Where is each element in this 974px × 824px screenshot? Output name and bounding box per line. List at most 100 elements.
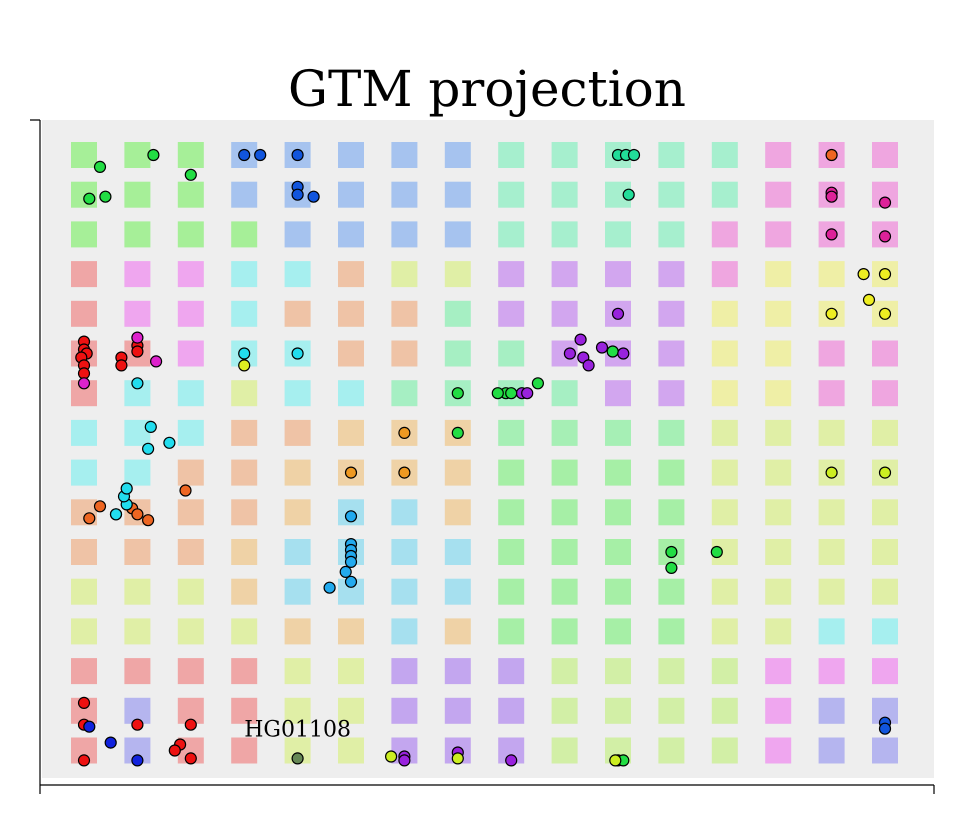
data-point: [339, 565, 352, 579]
grid-cell: [284, 658, 311, 685]
data-point: [163, 436, 176, 449]
grid-cell: [444, 300, 471, 327]
grid-cell: [498, 300, 525, 327]
grid-cell: [711, 340, 738, 367]
grid-cell: [391, 658, 418, 685]
data-point: [878, 230, 892, 243]
grid-cell: [872, 737, 898, 764]
grid-cell: [338, 221, 364, 248]
grid-cell: [765, 380, 792, 407]
grid-cell: [711, 658, 738, 685]
grid-cell: [71, 300, 97, 327]
data-point: [878, 722, 892, 735]
grid-cell: [231, 658, 258, 685]
grid-cell: [444, 221, 471, 248]
data-point: [93, 160, 107, 173]
grid-cell: [338, 142, 364, 168]
grid-cell: [231, 459, 258, 486]
data-point: [131, 508, 144, 521]
grid-cell: [177, 380, 204, 407]
grid-cell: [658, 737, 685, 764]
grid-cell: [124, 539, 151, 565]
grid-cell: [872, 499, 898, 526]
grid-cell: [711, 459, 738, 486]
grid-cell: [71, 142, 97, 168]
data-point: [144, 420, 157, 433]
grid-cell: [284, 499, 311, 526]
grid-cell: [231, 221, 258, 248]
grid-cell: [872, 539, 898, 565]
data-point: [142, 514, 155, 527]
grid-cell: [658, 419, 685, 446]
data-point: [168, 744, 181, 757]
data-point: [254, 148, 267, 162]
grid-cell: [605, 539, 631, 565]
data-point: [83, 512, 96, 525]
grid-cell: [284, 261, 311, 288]
grid-cell: [872, 142, 898, 168]
data-point: [617, 347, 630, 360]
data-point: [77, 696, 91, 710]
grid-cell: [231, 261, 258, 288]
grid-cell: [658, 578, 685, 605]
grid-cell: [711, 380, 738, 407]
grid-cell: [444, 459, 471, 486]
grid-cell: [338, 658, 364, 685]
grid-cell: [71, 539, 97, 565]
data-point: [563, 347, 577, 360]
grid-cell: [765, 459, 792, 486]
grid-cell: [444, 499, 471, 526]
grid-cell: [498, 340, 525, 367]
grid-cell: [658, 380, 685, 407]
grid-cell: [658, 340, 685, 367]
grid-cell: [177, 300, 204, 327]
grid-cell: [444, 618, 471, 645]
grid-cell: [872, 380, 898, 407]
grid-cell: [124, 261, 151, 288]
grid-cell: [498, 142, 525, 168]
grid-cell: [231, 380, 258, 407]
data-point: [398, 426, 411, 439]
grid-cell: [551, 221, 578, 248]
data-point: [574, 333, 587, 346]
data-point: [238, 359, 251, 372]
data-point: [291, 188, 304, 201]
grid-cell: [765, 578, 792, 605]
grid-cell: [551, 618, 578, 645]
grid-cell: [765, 539, 792, 565]
grid-cell: [605, 658, 631, 685]
grid-cell: [711, 697, 738, 724]
grid-cell: [765, 340, 792, 367]
grid-cell: [124, 578, 151, 605]
annotation-layer: HG01108: [244, 718, 351, 743]
data-point: [878, 268, 892, 281]
grid-cell: [284, 539, 311, 565]
grid-cell: [551, 499, 578, 526]
grid-cell: [124, 618, 151, 645]
grid-cell: [872, 340, 898, 367]
grid-cell: [124, 658, 151, 685]
grid-cell: [872, 658, 898, 685]
points-layer: [75, 148, 892, 767]
data-point: [451, 426, 464, 439]
grid-cell: [498, 697, 525, 724]
grid-cell: [177, 539, 204, 565]
grid-cell: [284, 221, 311, 248]
grid-cell: [177, 499, 204, 526]
grid-cell: [818, 380, 845, 407]
grid-cell: [177, 459, 204, 486]
grid-cell: [765, 737, 792, 764]
grid-cell: [818, 539, 845, 565]
grid-cell: [338, 380, 364, 407]
grid-cell: [391, 340, 418, 367]
grid-cell: [498, 658, 525, 685]
data-point: [398, 466, 411, 479]
data-point: [344, 555, 358, 569]
grid-cell: [284, 618, 311, 645]
grid-cell: [284, 459, 311, 486]
data-point: [99, 190, 112, 203]
grid-cell: [658, 181, 685, 208]
grid-cell: [231, 181, 258, 208]
grid-cell: [71, 459, 97, 486]
grid-cell: [711, 419, 738, 446]
